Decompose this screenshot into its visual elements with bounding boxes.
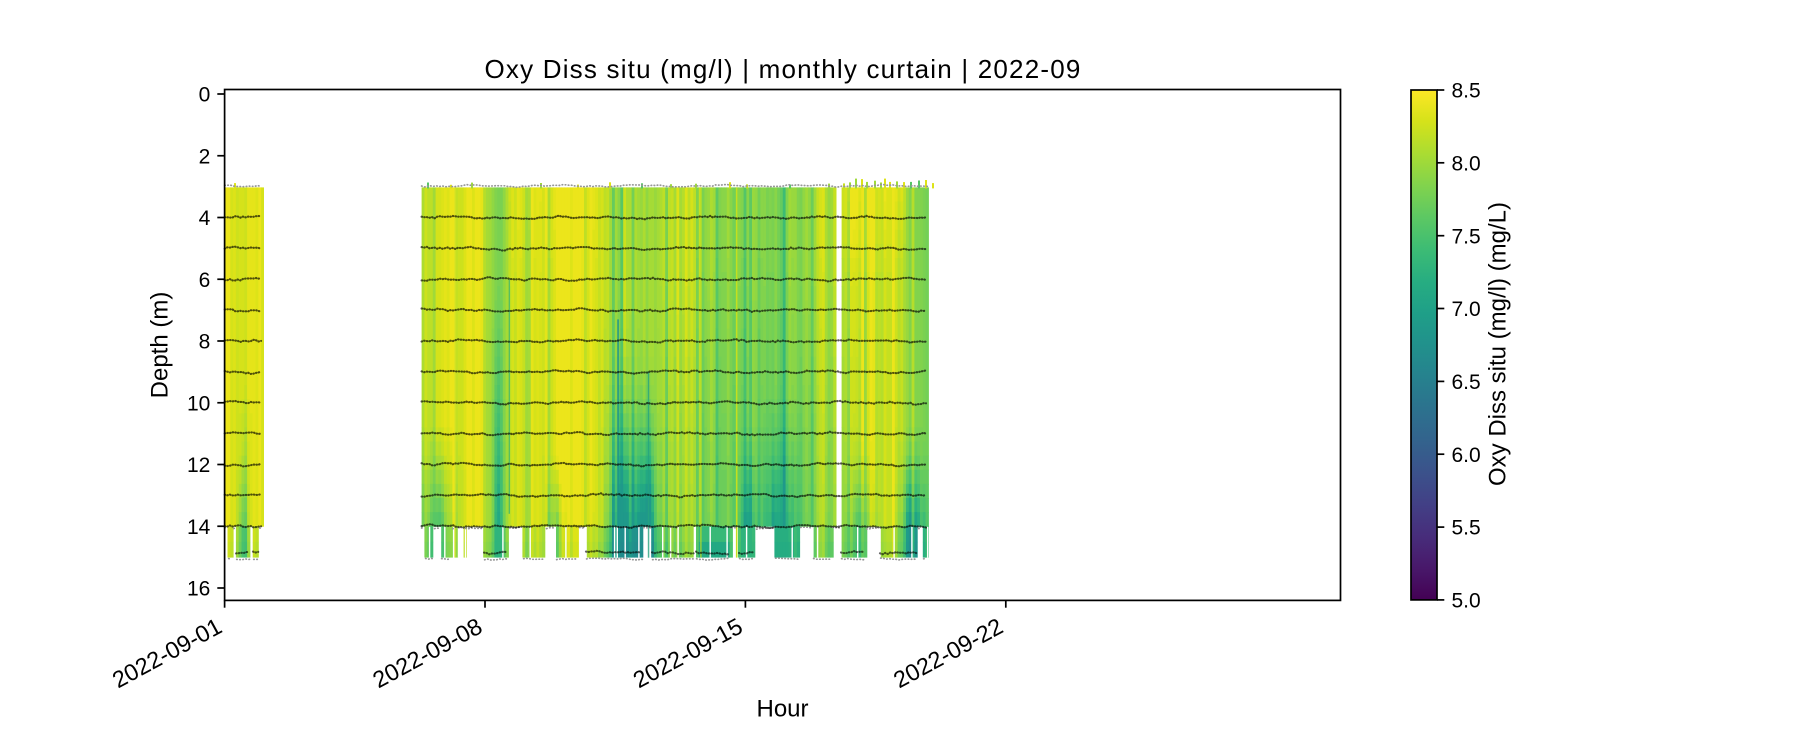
svg-text:Depth (m): Depth (m) bbox=[147, 292, 174, 399]
svg-text:Oxy Diss situ (mg/l) | monthly: Oxy Diss situ (mg/l) | monthly curtain |… bbox=[484, 54, 1081, 84]
svg-text:6: 6 bbox=[199, 269, 211, 292]
svg-text:8.0: 8.0 bbox=[1452, 152, 1481, 175]
svg-text:10: 10 bbox=[187, 392, 210, 415]
svg-text:2: 2 bbox=[199, 145, 211, 168]
svg-text:12: 12 bbox=[187, 454, 210, 477]
svg-text:8: 8 bbox=[199, 331, 211, 354]
svg-text:Oxy Diss situ (mg/l) (mg/L): Oxy Diss situ (mg/l) (mg/L) bbox=[1485, 202, 1512, 486]
svg-text:16: 16 bbox=[187, 578, 210, 601]
svg-text:7.5: 7.5 bbox=[1452, 225, 1481, 248]
svg-text:Hour: Hour bbox=[756, 696, 808, 723]
svg-text:4: 4 bbox=[199, 207, 211, 230]
svg-text:8.5: 8.5 bbox=[1452, 80, 1481, 103]
svg-text:6.0: 6.0 bbox=[1452, 444, 1481, 467]
svg-text:7.0: 7.0 bbox=[1452, 298, 1481, 321]
svg-text:5.0: 5.0 bbox=[1452, 590, 1481, 613]
svg-text:14: 14 bbox=[187, 516, 211, 539]
svg-text:0: 0 bbox=[199, 84, 211, 107]
svg-text:5.5: 5.5 bbox=[1452, 517, 1481, 540]
svg-text:6.5: 6.5 bbox=[1452, 371, 1481, 394]
